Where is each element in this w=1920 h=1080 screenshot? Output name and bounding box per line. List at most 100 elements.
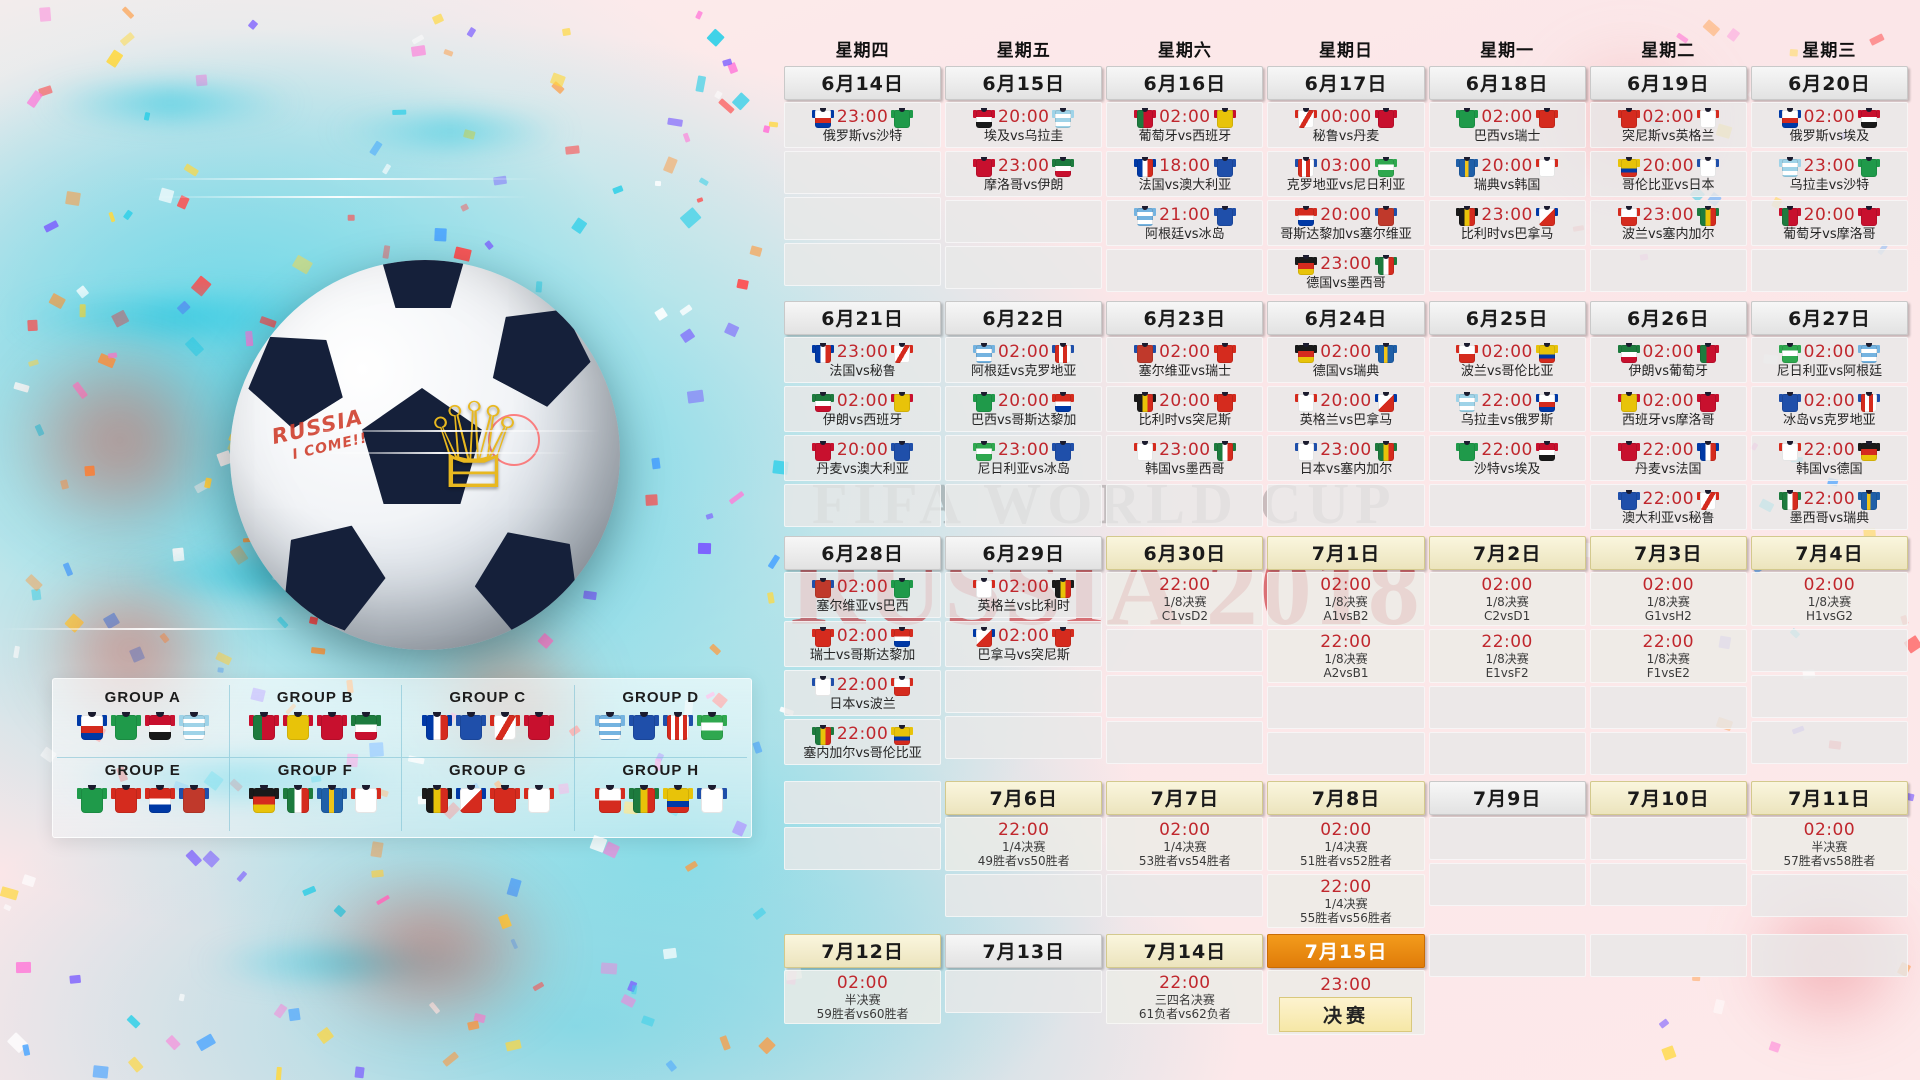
match-group-stage[interactable]: 02:00 塞尔维亚vs瑞士 (1106, 337, 1264, 383)
date-header-6月19日[interactable]: 6月19日 (1589, 66, 1747, 100)
date-header-7月4日[interactable]: 7月4日 (1750, 536, 1908, 570)
match-knockout[interactable]: 02:00 1/8决赛 G1vsH2 (1589, 572, 1747, 626)
group-card-group-a[interactable]: GROUP A (57, 685, 230, 758)
match-group-stage[interactable]: 02:00 俄罗斯vs埃及 (1750, 102, 1908, 148)
match-knockout[interactable]: 02:00 1/8决赛 C2vsD1 (1428, 572, 1586, 626)
date-header-6月25日[interactable]: 6月25日 (1428, 301, 1586, 335)
group-card-group-d[interactable]: GROUP D (574, 685, 747, 758)
match-group-stage[interactable]: 02:00 巴拿马vs突尼斯 (945, 621, 1103, 667)
date-header-7月2日[interactable]: 7月2日 (1428, 536, 1586, 570)
match-group-stage[interactable]: 02:00 德国vs瑞典 (1267, 337, 1425, 383)
date-header-7月13日[interactable]: 7月13日 (945, 934, 1103, 968)
match-knockout[interactable]: 22:00 1/8决赛 F1vsE2 (1589, 629, 1747, 683)
date-header-6月18日[interactable]: 6月18日 (1428, 66, 1586, 100)
date-header-6月21日[interactable]: 6月21日 (784, 301, 942, 335)
match-group-stage[interactable]: 02:00 塞尔维亚vs巴西 (784, 572, 942, 618)
date-header-6月20日[interactable]: 6月20日 (1750, 66, 1908, 100)
group-card-group-b[interactable]: GROUP B (229, 685, 402, 758)
match-group-stage[interactable]: 22:00 韩国vs德国 (1750, 435, 1908, 481)
group-card-group-e[interactable]: GROUP E (57, 758, 230, 831)
match-group-stage[interactable]: 22:00 乌拉圭vs俄罗斯 (1428, 386, 1586, 432)
match-group-stage[interactable]: 02:00 葡萄牙vs西班牙 (1106, 102, 1264, 148)
date-header-6月27日[interactable]: 6月27日 (1750, 301, 1908, 335)
match-group-stage[interactable]: 22:00 丹麦vs法国 (1589, 435, 1747, 481)
match-knockout[interactable]: 22:00 1/4决赛 55胜者vs56胜者 (1267, 874, 1425, 928)
date-header-6月14日[interactable]: 6月14日 (784, 66, 942, 100)
date-header-7月10日[interactable]: 7月10日 (1589, 781, 1747, 815)
match-knockout[interactable]: 02:00 1/8决赛 H1vsG2 (1750, 572, 1908, 626)
match-group-stage[interactable]: 20:00 丹麦vs澳大利亚 (784, 435, 942, 481)
date-header-6月17日[interactable]: 6月17日 (1267, 66, 1425, 100)
date-header-7月7日[interactable]: 7月7日 (1106, 781, 1264, 815)
group-card-group-c[interactable]: GROUP C (402, 685, 575, 758)
match-group-stage[interactable]: 21:00 阿根廷vs冰岛 (1106, 200, 1264, 246)
date-header-7月12日[interactable]: 7月12日 (784, 934, 942, 968)
match-group-stage[interactable]: 23:00 摩洛哥vs伊朗 (945, 151, 1103, 197)
match-knockout[interactable]: 22:00 1/8决赛 E1vsF2 (1428, 629, 1586, 683)
date-header-7月8日[interactable]: 7月8日 (1267, 781, 1425, 815)
date-header-6月22日[interactable]: 6月22日 (945, 301, 1103, 335)
group-card-group-g[interactable]: GROUP G (402, 758, 575, 831)
match-group-stage[interactable]: 02:00 尼日利亚vs阿根廷 (1750, 337, 1908, 383)
match-knockout[interactable]: 02:00 半决赛 57胜者vs58胜者 (1750, 817, 1908, 871)
match-group-stage[interactable]: 23:00 波兰vs塞内加尔 (1589, 200, 1747, 246)
match-group-stage[interactable]: 22:00 塞内加尔vs哥伦比亚 (784, 719, 942, 765)
match-group-stage[interactable]: 20:00 比利时vs突尼斯 (1106, 386, 1264, 432)
date-header-6月29日[interactable]: 6月29日 (945, 536, 1103, 570)
match-group-stage[interactable]: 23:00 尼日利亚vs冰岛 (945, 435, 1103, 481)
match-group-stage[interactable]: 20:00 哥斯达黎加vs塞尔维亚 (1267, 200, 1425, 246)
group-card-group-f[interactable]: GROUP F (230, 758, 402, 831)
match-group-stage[interactable]: 23:00 韩国vs墨西哥 (1106, 435, 1264, 481)
match-group-stage[interactable]: 03:00 克罗地亚vs尼日利亚 (1267, 151, 1425, 197)
match-group-stage[interactable]: 00:00 秘鲁vs丹麦 (1267, 102, 1425, 148)
match-group-stage[interactable]: 22:00 澳大利亚vs秘鲁 (1589, 484, 1747, 530)
match-group-stage[interactable]: 20:00 英格兰vs巴拿马 (1267, 386, 1425, 432)
match-group-stage[interactable]: 02:00 伊朗vs西班牙 (784, 386, 942, 432)
match-knockout[interactable]: 22:00 1/4决赛 49胜者vs50胜者 (945, 817, 1103, 871)
date-header-6月24日[interactable]: 6月24日 (1267, 301, 1425, 335)
match-group-stage[interactable]: 20:00 哥伦比亚vs日本 (1589, 151, 1747, 197)
match-group-stage[interactable]: 02:00 巴西vs瑞士 (1428, 102, 1586, 148)
match-group-stage[interactable]: 18:00 法国vs澳大利亚 (1106, 151, 1264, 197)
match-group-stage[interactable]: 02:00 西班牙vs摩洛哥 (1589, 386, 1747, 432)
date-header-7月1日[interactable]: 7月1日 (1267, 536, 1425, 570)
date-header-6月30日[interactable]: 6月30日 (1106, 536, 1264, 570)
match-knockout[interactable]: 22:00 1/8决赛 A2vsB1 (1267, 629, 1425, 683)
date-header-7月15日[interactable]: 7月15日 (1267, 934, 1425, 968)
match-group-stage[interactable]: 22:00 沙特vs埃及 (1428, 435, 1586, 481)
match-group-stage[interactable]: 23:00 俄罗斯vs沙特 (784, 102, 942, 148)
match-group-stage[interactable]: 20:00 巴西vs哥斯达黎加 (945, 386, 1103, 432)
match-final[interactable]: 23:00 决赛 (1267, 970, 1425, 1035)
date-header-7月14日[interactable]: 7月14日 (1106, 934, 1264, 968)
match-knockout[interactable]: 02:00 半决赛 59胜者vs60胜者 (784, 970, 942, 1024)
match-group-stage[interactable]: 20:00 瑞典vs韩国 (1428, 151, 1586, 197)
match-knockout[interactable]: 22:00 三四名决赛 61负者vs62负者 (1106, 970, 1264, 1024)
match-group-stage[interactable]: 23:00 乌拉圭vs沙特 (1750, 151, 1908, 197)
date-header-6月16日[interactable]: 6月16日 (1106, 66, 1264, 100)
match-group-stage[interactable]: 02:00 冰岛vs克罗地亚 (1750, 386, 1908, 432)
match-group-stage[interactable]: 23:00 德国vs墨西哥 (1267, 249, 1425, 295)
date-header-6月28日[interactable]: 6月28日 (784, 536, 942, 570)
date-header-6月23日[interactable]: 6月23日 (1106, 301, 1264, 335)
match-group-stage[interactable]: 02:00 突尼斯vs英格兰 (1589, 102, 1747, 148)
date-header-6月15日[interactable]: 6月15日 (945, 66, 1103, 100)
match-knockout[interactable]: 02:00 1/4决赛 51胜者vs52胜者 (1267, 817, 1425, 871)
match-group-stage[interactable]: 02:00 伊朗vs葡萄牙 (1589, 337, 1747, 383)
match-group-stage[interactable]: 23:00 日本vs塞内加尔 (1267, 435, 1425, 481)
match-knockout[interactable]: 02:00 1/8决赛 A1vsB2 (1267, 572, 1425, 626)
match-group-stage[interactable]: 02:00 阿根廷vs克罗地亚 (945, 337, 1103, 383)
match-group-stage[interactable]: 02:00 瑞士vs哥斯达黎加 (784, 621, 942, 667)
match-knockout[interactable]: 22:00 1/8决赛 C1vsD2 (1106, 572, 1264, 626)
date-header-7月3日[interactable]: 7月3日 (1589, 536, 1747, 570)
group-card-group-h[interactable]: GROUP H (575, 758, 748, 831)
date-header-7月11日[interactable]: 7月11日 (1750, 781, 1908, 815)
match-group-stage[interactable]: 20:00 埃及vs乌拉圭 (945, 102, 1103, 148)
match-group-stage[interactable]: 22:00 墨西哥vs瑞典 (1750, 484, 1908, 530)
match-group-stage[interactable]: 23:00 比利时vs巴拿马 (1428, 200, 1586, 246)
match-group-stage[interactable]: 23:00 法国vs秘鲁 (784, 337, 942, 383)
date-header-7月9日[interactable]: 7月9日 (1428, 781, 1586, 815)
date-header-6月26日[interactable]: 6月26日 (1589, 301, 1747, 335)
match-group-stage[interactable]: 20:00 葡萄牙vs摩洛哥 (1750, 200, 1908, 246)
date-header-7月6日[interactable]: 7月6日 (945, 781, 1103, 815)
match-knockout[interactable]: 02:00 1/4决赛 53胜者vs54胜者 (1106, 817, 1264, 871)
